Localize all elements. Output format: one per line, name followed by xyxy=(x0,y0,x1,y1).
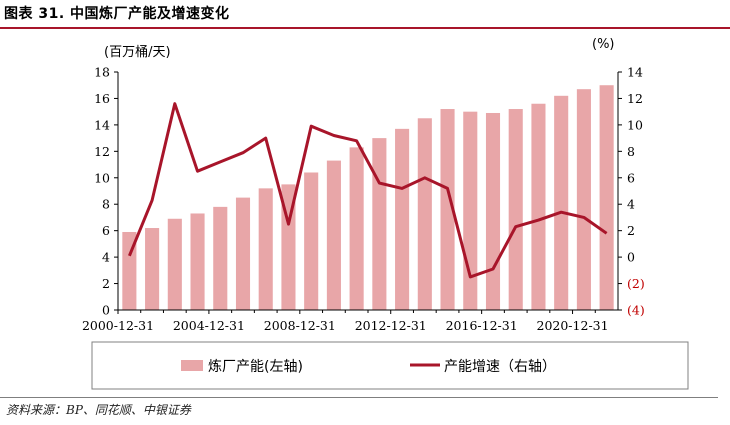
capacity-bar xyxy=(145,228,160,310)
left-tick-label: 12 xyxy=(94,144,110,159)
legend-label-growth: 产能增速（右轴） xyxy=(444,359,556,375)
right-tick-label: 14 xyxy=(627,65,643,80)
left-tick-label: 2 xyxy=(102,276,110,291)
left-tick-label: 14 xyxy=(94,117,110,132)
source-note: 资料来源：BP、同花顺、中银证券 xyxy=(6,403,191,417)
ticks-layer: 0 2 4 6 8 10 12 14 16 18 (4) (2) 0 2 4 6 8 10 12 14 2000-12-… xyxy=(82,65,645,334)
x-tick-label: 2020-12-31 xyxy=(537,318,609,333)
capacity-bar xyxy=(463,111,478,311)
left-tick-label: 6 xyxy=(102,223,110,238)
x-tick-label: 2008-12-31 xyxy=(264,318,336,333)
x-tick-label: 2004-12-31 xyxy=(173,318,245,333)
right-axis-unit: (%) xyxy=(592,37,615,52)
right-tick-label: 4 xyxy=(627,197,635,212)
capacity-bar xyxy=(122,231,137,310)
capacity-bar xyxy=(417,118,432,311)
capacity-bar xyxy=(554,95,569,310)
x-tick-label: 2012-12-31 xyxy=(355,318,427,333)
left-tick-label: 10 xyxy=(94,170,110,185)
capacity-bar xyxy=(190,213,205,310)
left-tick-label: 8 xyxy=(102,197,110,212)
left-tick-label: 16 xyxy=(94,91,110,106)
capacity-bar xyxy=(372,138,387,310)
x-tick-label: 2000-12-31 xyxy=(82,318,154,333)
legend-swatch-capacity xyxy=(181,360,203,371)
growth-line xyxy=(128,102,608,279)
right-tick-label: (2) xyxy=(627,276,645,291)
right-tick-label: 8 xyxy=(627,144,635,159)
capacity-bar xyxy=(508,109,523,311)
capacity-bar xyxy=(326,160,341,310)
legend: 炼厂产能(左轴) 产能增速（右轴） xyxy=(181,359,556,375)
capacity-bar xyxy=(440,109,455,311)
capacity-bar xyxy=(531,103,546,310)
right-tick-label: 0 xyxy=(627,250,635,265)
x-tick-label: 2016-12-31 xyxy=(446,318,518,333)
capacity-bar xyxy=(395,128,410,310)
capacity-bar xyxy=(599,85,614,310)
left-tick-label: 0 xyxy=(102,303,110,318)
right-tick-label: (4) xyxy=(627,303,645,318)
capacity-bar xyxy=(576,89,591,310)
left-tick-label: 18 xyxy=(94,65,110,80)
capacity-bar xyxy=(258,188,273,310)
left-tick-label: 4 xyxy=(102,250,110,265)
capacity-bar xyxy=(485,112,501,310)
capacity-bar xyxy=(213,206,228,310)
source-rule xyxy=(0,397,718,398)
right-tick-label: 2 xyxy=(627,223,635,238)
bars-layer xyxy=(122,85,614,311)
right-tick-label: 10 xyxy=(627,117,643,132)
capacity-bar xyxy=(304,172,319,310)
capacity-bar xyxy=(235,197,251,310)
figure-title: 图表 31. 中国炼厂产能及增速变化 xyxy=(4,6,230,22)
capacity-bar xyxy=(349,147,364,310)
left-axis-unit: (百万桶/天) xyxy=(104,45,171,60)
title-rule xyxy=(0,27,730,29)
line-layer xyxy=(128,102,608,279)
right-tick-label: 12 xyxy=(627,91,643,106)
capacity-bar xyxy=(167,218,182,310)
right-tick-label: 6 xyxy=(627,170,635,185)
legend-label-capacity: 炼厂产能(左轴) xyxy=(208,359,303,375)
